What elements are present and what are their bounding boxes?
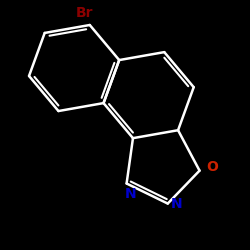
Text: O: O — [206, 160, 218, 174]
Text: Br: Br — [76, 6, 93, 20]
Text: N: N — [171, 196, 182, 210]
Text: N: N — [124, 187, 136, 201]
